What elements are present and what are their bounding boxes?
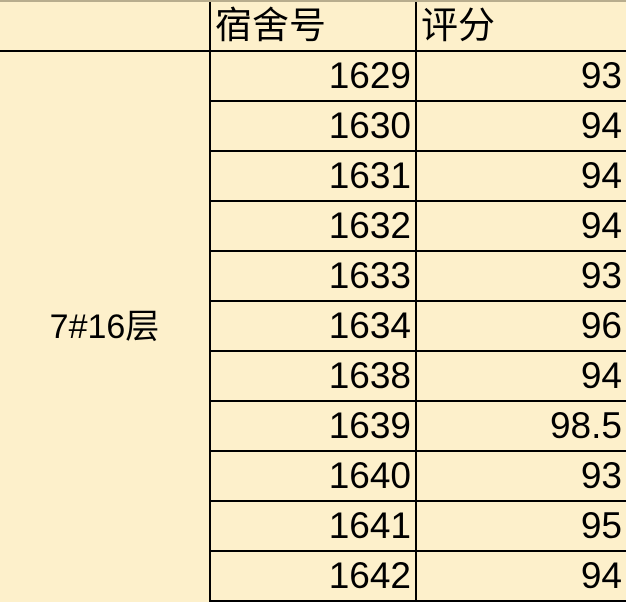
table-row: 1632 94 — [0, 201, 626, 252]
table-row: 7#16层 1629 93 — [0, 51, 626, 346]
table-row: 1642 94 — [0, 551, 626, 602]
score-cell[interactable]: 94 — [415, 551, 626, 602]
score-cell[interactable]: 96 — [415, 301, 626, 352]
room-cell[interactable]: 1630 — [209, 101, 416, 152]
room-cell[interactable]: 1639 — [209, 401, 416, 452]
room-cell[interactable]: 1634 — [209, 301, 416, 352]
room-cell[interactable]: 1642 — [209, 551, 416, 602]
score-cell[interactable]: 94 — [415, 101, 626, 152]
score-cell[interactable]: 93 — [415, 451, 626, 502]
room-cell[interactable]: 1641 — [209, 501, 416, 552]
table-row: 1638 94 — [0, 351, 626, 402]
table-row: 1631 94 — [0, 151, 626, 202]
table-row: 1639 98.5 — [0, 401, 626, 452]
header-cell-score[interactable]: 评分 — [415, 2, 626, 52]
score-cell[interactable]: 98.5 — [415, 401, 626, 452]
score-cell[interactable]: 94 — [415, 151, 626, 202]
room-cell[interactable]: 1632 — [209, 201, 416, 252]
score-cell[interactable]: 94 — [415, 201, 626, 252]
score-cell[interactable]: 95 — [415, 501, 626, 552]
header-cell-blank[interactable] — [0, 2, 210, 52]
table-row: 1641 95 — [0, 501, 626, 552]
header-row: 宿舍号 评分 — [0, 2, 626, 52]
score-cell[interactable]: 93 — [415, 51, 626, 102]
score-cell[interactable]: 93 — [415, 251, 626, 302]
score-cell[interactable]: 94 — [415, 351, 626, 402]
room-cell[interactable]: 1633 — [209, 251, 416, 302]
floor-group-cell[interactable]: 7#16层 — [49, 307, 160, 346]
room-cell[interactable]: 1631 — [209, 151, 416, 202]
table-row: 1630 94 — [0, 101, 626, 152]
room-cell[interactable]: 1638 — [209, 351, 416, 402]
header-cell-room[interactable]: 宿舍号 — [209, 2, 416, 52]
table-row: 1640 93 — [0, 451, 626, 502]
table-row: 1633 93 — [0, 251, 626, 302]
table-row: 1634 96 — [0, 301, 626, 352]
room-cell[interactable]: 1640 — [209, 451, 416, 502]
room-cell[interactable]: 1629 — [209, 51, 416, 102]
